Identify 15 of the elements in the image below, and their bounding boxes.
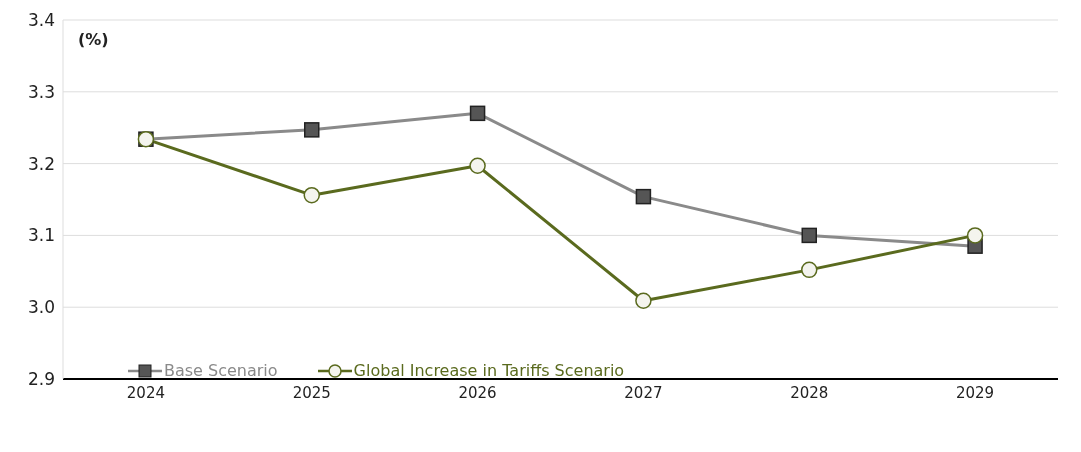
x-tick-label: 2025 [292,383,331,402]
y-tick-label: 3.0 [27,297,55,318]
x-tick-label: 2027 [624,383,663,402]
y-tick-label: 3.3 [27,81,55,102]
legend-label: Base Scenario [163,361,278,380]
y-tick-label: 3.1 [27,225,55,246]
x-tick-label: 2029 [955,383,995,402]
x-tick-label: 2028 [790,383,829,402]
y-tick-label: 2.9 [27,369,55,390]
legend-label: Global Increase in Tariffs Scenario [352,361,625,380]
y-tick-label: 3.2 [27,153,55,174]
y-axis-title: (%) [78,30,109,50]
x-tick-label: 2024 [126,383,166,402]
x-tick-label: 2026 [458,383,497,402]
y-tick-label: 3.4 [27,10,55,31]
